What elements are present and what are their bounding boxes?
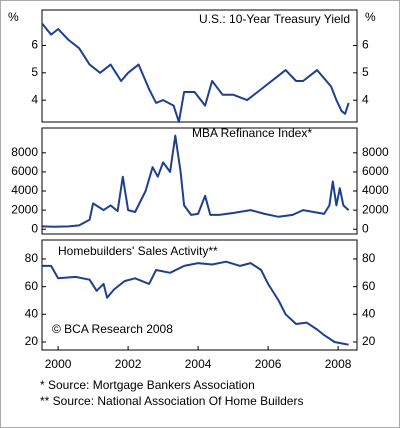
- y-tick-label: 4000: [11, 183, 38, 197]
- y-tick-label: 6: [362, 38, 369, 52]
- y-tick-label: 0: [362, 221, 369, 235]
- y-tick-label: 6000: [11, 164, 38, 178]
- annotation: © BCA Research 2008: [52, 322, 173, 336]
- x-tick-label: 2002: [115, 357, 142, 371]
- chart-title: Homebuilders' Sales Activity**: [58, 244, 218, 258]
- y-tick-label: 6: [31, 38, 38, 52]
- y-tick-label: 2000: [11, 202, 38, 216]
- y-tick-label: 5: [362, 65, 369, 79]
- y-tick-label: 60: [362, 279, 376, 293]
- data-line: [42, 260, 349, 346]
- y-tick-label: 40: [362, 306, 376, 320]
- y-tick-label: 2000: [362, 202, 389, 216]
- x-tick-label: 2008: [325, 357, 352, 371]
- data-line: [41, 23, 350, 123]
- y-tick-label: 4: [31, 92, 38, 106]
- footnote: ** Source: National Association Of Home …: [40, 394, 303, 408]
- y-tick-label: 5: [31, 65, 38, 79]
- y-tick-label: 4: [362, 92, 369, 106]
- y-tick-label: 8000: [11, 145, 38, 159]
- x-tick-label: 2000: [45, 357, 72, 371]
- y-unit-label: %: [8, 10, 19, 24]
- chart-title: MBA Refinance Index*: [192, 126, 312, 140]
- x-tick-label: 2004: [185, 357, 212, 371]
- y-tick-label: 60: [25, 279, 39, 293]
- y-tick-label: 6000: [362, 164, 389, 178]
- data-line: [42, 134, 350, 228]
- y-tick-label: 4000: [362, 183, 389, 197]
- y-tick-label: 80: [25, 251, 39, 265]
- panel-frame: [41, 9, 358, 123]
- y-tick-label: 40: [25, 306, 39, 320]
- y-tick-label: 20: [25, 334, 39, 348]
- chart-title: U.S.: 10-Year Treasury Yield: [199, 12, 350, 26]
- y-tick-label: 20: [362, 334, 376, 348]
- footnote: * Source: Mortgage Bankers Association: [40, 378, 255, 392]
- panel-frame: [41, 127, 358, 235]
- y-tick-label: 0: [31, 221, 38, 235]
- x-tick-label: 2006: [255, 357, 282, 371]
- y-tick-label: 80: [362, 251, 376, 265]
- panel-frame: [41, 239, 358, 351]
- y-tick-label: 8000: [362, 145, 389, 159]
- y-unit-label: %: [365, 10, 376, 24]
